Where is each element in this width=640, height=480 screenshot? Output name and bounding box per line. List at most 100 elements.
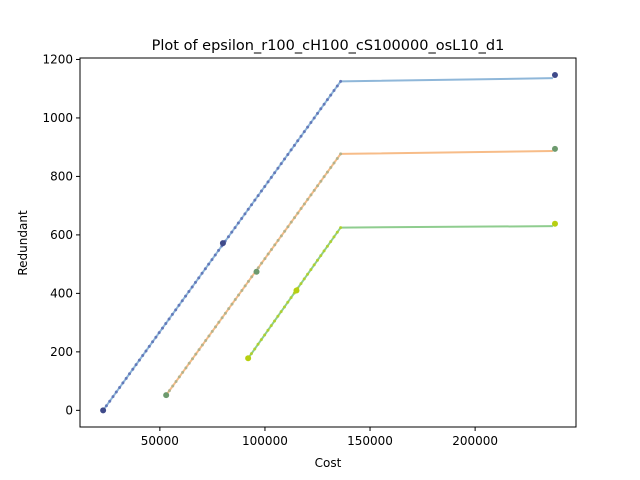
series-1-marker — [302, 130, 306, 134]
series-3-marker — [335, 230, 339, 234]
x-axis-label: Cost — [315, 456, 342, 470]
series-2-marker — [335, 156, 339, 160]
series-3-marker — [312, 263, 316, 267]
x-tick-label: 150000 — [347, 434, 393, 448]
series-2-marker — [230, 302, 234, 306]
series-2-marker — [194, 352, 198, 356]
series-2-marker — [306, 197, 310, 201]
series-1-point — [219, 240, 226, 247]
series-1-marker — [256, 194, 260, 198]
series-1-marker — [292, 143, 296, 147]
series-2-marker — [191, 357, 194, 361]
series-line-2 — [165, 149, 553, 396]
series-3-marker — [256, 342, 260, 346]
series-1-marker — [147, 344, 151, 348]
series-1-marker — [226, 235, 230, 239]
series-1-marker — [289, 148, 293, 152]
series-1-marker — [286, 152, 290, 156]
series-1-marker — [121, 381, 125, 385]
series-1-marker — [329, 93, 333, 97]
series-2-marker — [240, 288, 244, 292]
series-1-marker — [299, 134, 303, 138]
series-1-marker — [174, 308, 178, 312]
series-1-marker — [312, 116, 316, 120]
series-2-marker — [332, 161, 336, 165]
y-tick-label: 0 — [65, 403, 73, 417]
series-1-marker — [177, 303, 181, 307]
x-axis: 50000 100000 150000 200000 — [141, 427, 498, 448]
series-1-marker — [203, 267, 207, 271]
series-1-marker — [164, 322, 168, 326]
series-2-marker — [309, 193, 313, 197]
series-2-marker — [283, 229, 287, 233]
series-1-marker — [269, 175, 273, 179]
series-1-marker — [316, 111, 320, 115]
series-3-marker — [339, 226, 343, 230]
series-3-marker — [282, 305, 286, 309]
series-2-marker — [322, 175, 326, 179]
series-3-marker — [269, 324, 273, 328]
series-3-marker — [319, 254, 323, 258]
series-2-marker — [167, 389, 171, 393]
series-2-marker — [204, 339, 208, 343]
y-tick-label: 600 — [50, 228, 73, 242]
chart-title: Plot of epsilon_r100_cH100_cS100000_osL1… — [152, 38, 505, 54]
series-2-marker — [263, 257, 267, 261]
series-1-marker — [111, 395, 115, 399]
series-2-marker — [214, 325, 218, 329]
series-1-marker — [104, 404, 108, 408]
series-3-marker — [266, 328, 270, 332]
series-2-point — [551, 145, 558, 152]
series-2-marker — [279, 234, 283, 238]
series-1-marker — [114, 390, 118, 394]
series-1-marker — [213, 253, 217, 257]
series-1-marker — [325, 98, 329, 102]
series-2-marker — [217, 320, 221, 324]
series-1-point — [551, 71, 558, 78]
series-1-marker — [160, 326, 164, 330]
series-1-marker — [217, 248, 221, 252]
series-3-marker — [289, 296, 293, 300]
series-2-marker — [223, 311, 227, 315]
series-1-marker — [151, 340, 155, 344]
series-1-marker — [259, 189, 263, 193]
series-2-marker — [246, 279, 250, 283]
series-3-marker — [329, 240, 333, 244]
series-1-marker — [273, 171, 277, 175]
series-1-marker — [131, 367, 135, 371]
series-1-marker — [124, 376, 128, 380]
series-3-marker — [332, 235, 336, 239]
series-2-marker — [289, 220, 293, 224]
series-2-marker — [302, 202, 306, 206]
series-1-marker — [144, 349, 148, 353]
series-1-marker — [246, 207, 250, 211]
series-1-marker — [128, 372, 132, 376]
series-1-marker — [236, 221, 240, 225]
series-1-marker — [279, 162, 283, 166]
y-axis: 0 200 400 600 800 1000 1200 — [42, 52, 80, 417]
series-2-marker — [316, 184, 320, 188]
series-3-marker — [259, 338, 263, 342]
series-2-marker — [210, 329, 214, 333]
series-1-marker — [283, 157, 287, 161]
series-1-marker — [276, 166, 280, 170]
x-tick-label: 100000 — [242, 434, 288, 448]
series-2-marker — [269, 247, 273, 251]
series-2-marker — [177, 375, 181, 379]
series-3-marker — [253, 347, 257, 351]
series-3-marker — [299, 282, 303, 286]
series-1-marker — [253, 198, 257, 202]
series-3-marker — [306, 272, 310, 276]
series-1-marker — [266, 180, 270, 184]
series-3-marker — [273, 319, 277, 323]
series-2-marker — [273, 243, 277, 247]
y-tick-label: 400 — [50, 286, 73, 300]
series-1-marker — [306, 125, 310, 129]
series-2-marker — [296, 211, 300, 215]
series-2-marker — [293, 216, 297, 220]
series-1-marker — [339, 79, 343, 83]
series-3-point — [551, 220, 558, 227]
series-3-marker — [322, 249, 326, 253]
y-tick-label: 1000 — [42, 111, 73, 125]
